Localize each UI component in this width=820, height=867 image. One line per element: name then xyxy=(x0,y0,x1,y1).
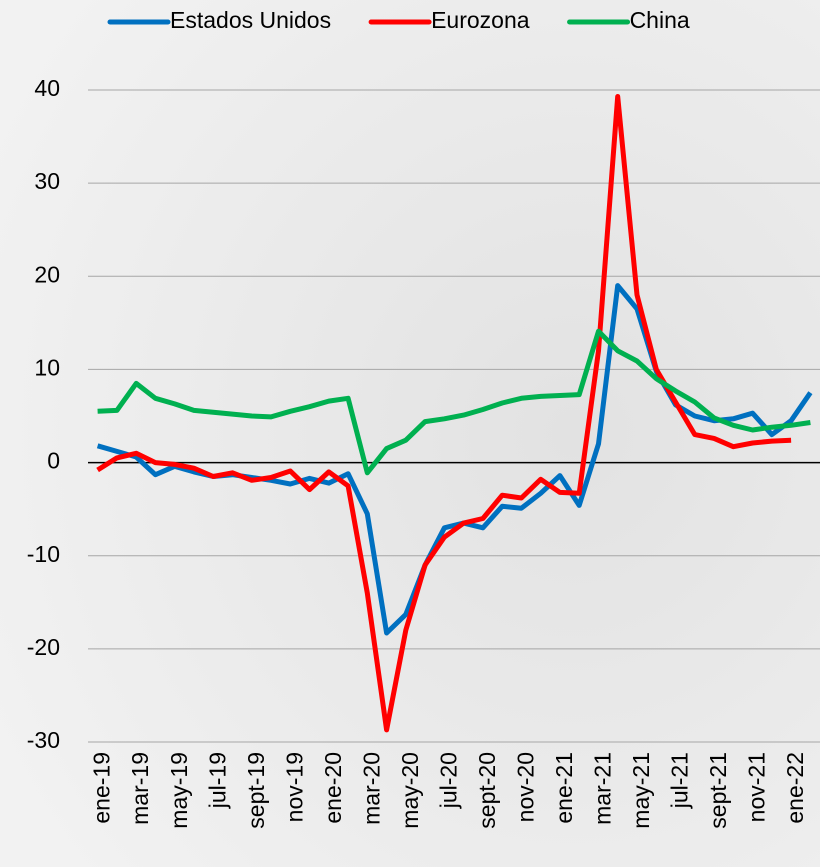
x-tick-label: may-21 xyxy=(628,752,654,829)
y-tick-label: -20 xyxy=(27,634,60,660)
x-tick-label: nov-21 xyxy=(744,752,770,822)
x-tick-label: nov-20 xyxy=(512,752,538,822)
y-tick-label: 10 xyxy=(34,355,60,381)
x-tick-label: nov-19 xyxy=(281,752,307,822)
y-tick-label: -30 xyxy=(27,727,60,753)
y-tick-label: 0 xyxy=(47,448,60,474)
x-tick-label: ene-22 xyxy=(782,752,808,824)
series-line xyxy=(96,94,792,733)
x-tick-label: sept-19 xyxy=(243,752,269,829)
x-tick-label: jul-20 xyxy=(435,752,461,809)
y-tick-label: 30 xyxy=(34,168,60,194)
y-tick-label: -10 xyxy=(27,541,60,567)
y-tick-label: 40 xyxy=(34,75,60,101)
x-tick-label: jul-19 xyxy=(204,752,230,809)
legend-label: Eurozona xyxy=(431,7,530,33)
x-tick-label: mar-20 xyxy=(358,752,384,825)
x-tick-label: sept-21 xyxy=(705,752,731,829)
y-tick-label: 20 xyxy=(34,261,60,287)
legend-label: China xyxy=(630,7,690,33)
series-line xyxy=(97,328,811,476)
x-tick-label: ene-20 xyxy=(320,752,346,824)
x-tick-label: mar-19 xyxy=(127,752,153,825)
x-tick-label: ene-21 xyxy=(551,752,577,824)
x-tick-label: mar-21 xyxy=(590,752,616,825)
x-tick-label: may-19 xyxy=(166,752,192,829)
x-tick-label: jul-21 xyxy=(667,752,693,809)
x-tick-label: may-20 xyxy=(397,752,423,829)
x-tick-label: ene-19 xyxy=(89,752,115,824)
legend-label: Estados Unidos xyxy=(170,7,331,33)
x-tick-label: sept-20 xyxy=(474,752,500,829)
